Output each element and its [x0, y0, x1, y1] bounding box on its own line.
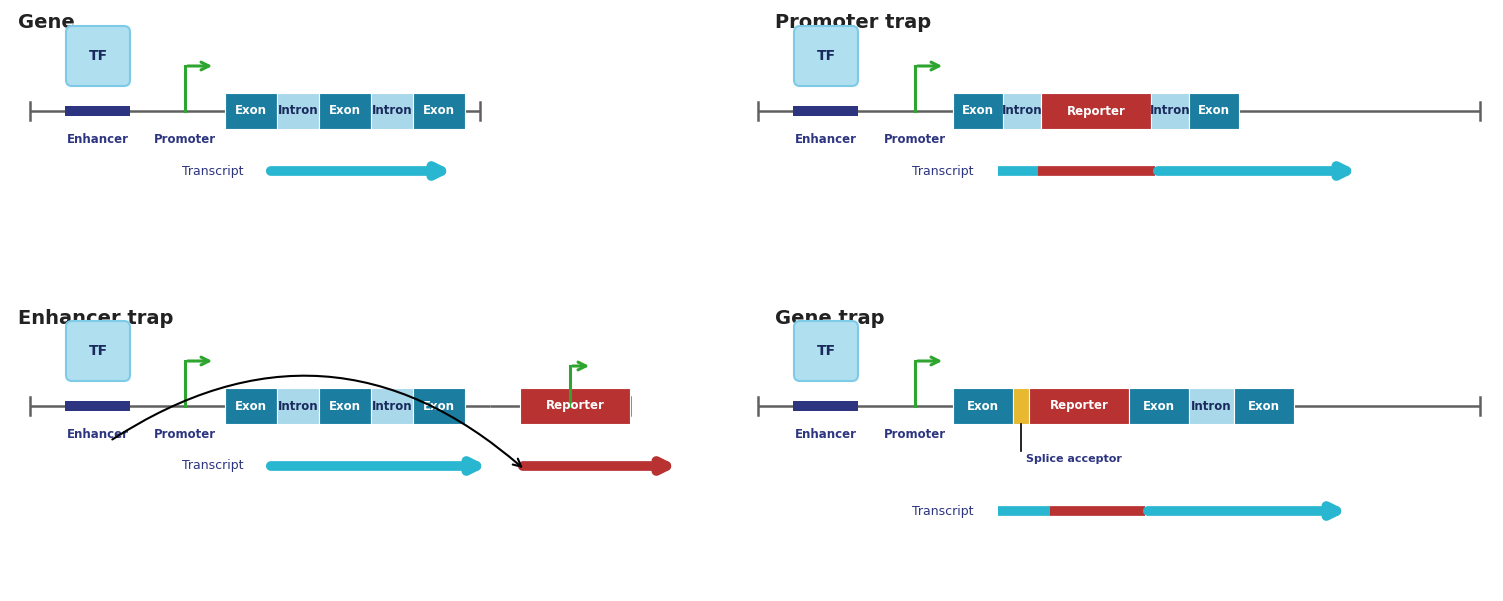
Bar [1042, 93, 1151, 129]
Text: Exon: Exon [329, 105, 361, 118]
Bar [1151, 93, 1189, 129]
Bar [1030, 388, 1129, 424]
FancyBboxPatch shape [66, 321, 129, 381]
Text: Exon: Exon [422, 105, 455, 118]
FancyBboxPatch shape [66, 26, 129, 86]
Text: Transcript: Transcript [912, 165, 974, 177]
Bar [371, 388, 413, 424]
Text: Promoter: Promoter [884, 428, 945, 441]
Bar [225, 93, 277, 129]
Text: Exon: Exon [1247, 400, 1281, 412]
Text: Enhancer trap: Enhancer trap [18, 309, 173, 328]
Bar [277, 388, 319, 424]
Text: TF: TF [89, 49, 108, 63]
Text: Promoter: Promoter [884, 133, 945, 146]
Text: Enhancer: Enhancer [795, 133, 857, 146]
Bar [953, 93, 1003, 129]
Text: Intron: Intron [1192, 400, 1232, 412]
Text: Intron: Intron [371, 400, 412, 412]
Bar [319, 93, 371, 129]
Text: Reporter: Reporter [1049, 400, 1108, 412]
Bar [65, 106, 129, 116]
Text: Enhancer: Enhancer [68, 428, 129, 441]
Text: TF: TF [816, 49, 836, 63]
Text: TF: TF [89, 344, 108, 358]
Bar [520, 388, 630, 424]
Text: Intron: Intron [371, 105, 412, 118]
Text: Enhancer: Enhancer [68, 133, 129, 146]
Text: Exon: Exon [966, 400, 999, 412]
Text: Splice acceptor: Splice acceptor [1027, 454, 1121, 464]
Bar [1129, 388, 1189, 424]
Bar [794, 401, 858, 411]
Text: Gene: Gene [18, 13, 75, 32]
Text: Exon: Exon [422, 400, 455, 412]
Text: Reporter: Reporter [546, 400, 604, 412]
Text: Promoter: Promoter [153, 428, 216, 441]
Text: Intron: Intron [1150, 105, 1190, 118]
Bar [319, 388, 371, 424]
FancyBboxPatch shape [794, 321, 858, 381]
Bar [1003, 93, 1042, 129]
Text: Transcript: Transcript [182, 460, 243, 472]
Bar [1189, 93, 1238, 129]
Text: Gene trap: Gene trap [776, 309, 884, 328]
Text: Intron: Intron [278, 400, 319, 412]
Bar [413, 388, 464, 424]
Bar [371, 93, 413, 129]
FancyBboxPatch shape [794, 26, 858, 86]
Text: TF: TF [816, 344, 836, 358]
Text: Exon: Exon [1142, 400, 1175, 412]
Text: Exon: Exon [234, 400, 268, 412]
Bar [65, 401, 129, 411]
Text: Exon: Exon [962, 105, 993, 118]
Text: Promoter trap: Promoter trap [776, 13, 932, 32]
Bar [1234, 388, 1294, 424]
Bar [1189, 388, 1234, 424]
Bar [1013, 388, 1030, 424]
Text: Intron: Intron [1001, 105, 1042, 118]
Text: Promoter: Promoter [153, 133, 216, 146]
Bar [413, 93, 464, 129]
Bar [277, 93, 319, 129]
Bar [953, 388, 1013, 424]
Text: Intron: Intron [278, 105, 319, 118]
Text: Transcript: Transcript [182, 165, 243, 177]
Text: Reporter: Reporter [1067, 105, 1126, 118]
Text: Transcript: Transcript [912, 504, 974, 517]
Bar [225, 388, 277, 424]
Bar [794, 106, 858, 116]
Text: Exon: Exon [234, 105, 268, 118]
Text: Exon: Exon [329, 400, 361, 412]
Text: Enhancer: Enhancer [795, 428, 857, 441]
Text: Exon: Exon [1198, 105, 1229, 118]
